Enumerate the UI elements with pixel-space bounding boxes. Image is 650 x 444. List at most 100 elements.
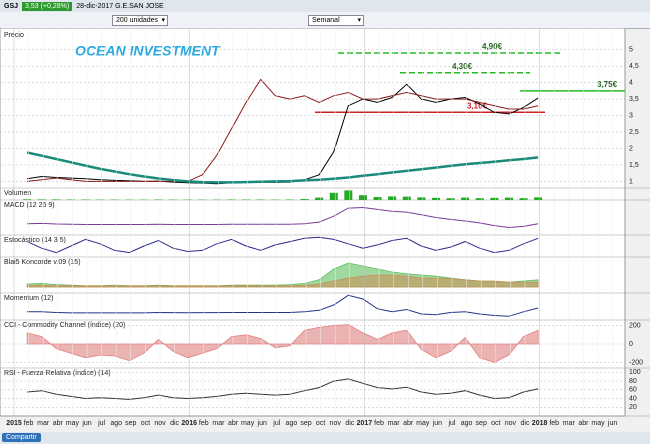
x-tick-label: may — [241, 420, 255, 427]
x-tick-label: dic — [521, 420, 530, 427]
series-line — [27, 294, 539, 317]
y-tick-label: 3 — [629, 112, 633, 119]
volume-bar — [23, 199, 32, 200]
y-tick-label: 100 — [629, 369, 641, 376]
y-tick-label: 5 — [629, 47, 633, 54]
volume-bar — [373, 197, 382, 200]
x-tick-label: mar — [212, 420, 225, 427]
x-tick-label: jul — [447, 420, 455, 427]
x-tick-label: jun — [607, 420, 617, 427]
volume-bar — [475, 198, 484, 200]
plot-bg — [0, 28, 626, 417]
series-line — [27, 206, 539, 229]
x-tick-label: 2016 — [181, 420, 197, 427]
y-tick-label: 3,5 — [629, 96, 639, 103]
x-tick-label: oct — [491, 420, 500, 427]
x-tick-label: sep — [125, 420, 136, 427]
y-tick-label: 1,5 — [629, 162, 639, 169]
volume-bar — [446, 198, 455, 200]
x-tick-label: 2017 — [357, 420, 373, 427]
x-tick-label: jun — [257, 420, 267, 427]
level-label: 3,75€ — [597, 80, 618, 89]
x-tick-label: abr — [53, 420, 64, 427]
level-label: 4,30€ — [452, 62, 473, 71]
volume-bar — [490, 197, 499, 200]
x-tick-label: sep — [300, 420, 311, 427]
x-tick-label: ago — [286, 420, 298, 427]
x-tick-label: mar — [37, 420, 50, 427]
area — [26, 324, 539, 363]
x-tick-label: nov — [505, 420, 517, 427]
y-tick-label: 40 — [629, 395, 637, 402]
volume-bar — [519, 198, 528, 200]
x-tick-label: abr — [228, 420, 239, 427]
x-tick-label: abr — [403, 420, 414, 427]
x-tick-label: oct — [316, 420, 325, 427]
volume-bar — [315, 197, 324, 200]
volume-bar — [534, 197, 543, 200]
series-line — [26, 236, 539, 254]
y-tick-label: 2,5 — [629, 129, 639, 136]
footer: Compartir — [0, 432, 650, 444]
y-tick-label: 4,5 — [629, 63, 639, 70]
x-tick-label: dic — [345, 420, 354, 427]
volume-bar — [52, 199, 61, 200]
volume-bar — [417, 197, 426, 200]
x-tick-label: mar — [563, 420, 576, 427]
area — [26, 274, 539, 288]
x-tick-label: mar — [388, 420, 401, 427]
volume-bar — [388, 196, 397, 200]
share-button[interactable]: Compartir — [2, 433, 41, 442]
x-tick-label: sep — [476, 420, 487, 427]
level-label: 4,90€ — [482, 42, 503, 51]
x-tick-label: 2015 — [6, 420, 22, 427]
x-tick-label: may — [66, 420, 80, 427]
y-tick-label: 80 — [629, 378, 637, 385]
x-tick-label: feb — [199, 420, 209, 427]
period-select[interactable]: Semanal — [308, 14, 364, 26]
level-label: 3,10€ — [467, 101, 488, 110]
x-tick-label: 2018 — [532, 420, 548, 427]
volume-bar — [358, 195, 367, 200]
x-tick-label: jul — [272, 420, 280, 427]
watermark: OCEAN INVESTMENT — [75, 43, 221, 59]
x-tick-label: nov — [330, 420, 342, 427]
x-tick-label: may — [416, 420, 430, 427]
units-select[interactable]: 200 unidades — [112, 14, 168, 26]
x-tick-label: feb — [374, 420, 384, 427]
x-tick-label: jun — [81, 420, 91, 427]
panel-title: MACD (12 26 9) — [4, 202, 55, 209]
quote: 3,53 (+0,28%) — [22, 1, 73, 11]
volume-bar — [431, 197, 440, 200]
y-tick-label: 0 — [629, 341, 633, 348]
series-line — [27, 78, 539, 182]
x-tick-label: nov — [154, 420, 166, 427]
volume-bar — [300, 199, 309, 200]
y-tick-label: 60 — [629, 387, 637, 394]
y-tick-label: 2 — [629, 145, 633, 152]
symbol[interactable]: GSJ — [4, 2, 19, 10]
volume-bar — [344, 190, 353, 200]
x-tick-label: feb — [549, 420, 559, 427]
x-tick-label: jun — [432, 420, 442, 427]
volume-bar — [37, 199, 46, 200]
panel-title: Blai5 Koncorde v.09 (15) — [4, 259, 81, 266]
volume-bar — [329, 192, 338, 200]
panel-title: Estocástico (14 3 5) — [4, 237, 66, 244]
volume-bar — [461, 197, 470, 200]
series-line — [27, 378, 539, 400]
y-tick-label: 20 — [629, 404, 637, 411]
y-tick-label: 200 — [629, 322, 641, 329]
x-tick-label: jul — [97, 420, 105, 427]
x-tick-label: oct — [141, 420, 150, 427]
y-tick-label: -200 — [629, 359, 643, 366]
volume-bar — [504, 197, 513, 200]
y-tick-label: 4 — [629, 80, 633, 87]
x-tick-label: ago — [110, 420, 122, 427]
settings-bar: 200 unidades Semanal — [0, 12, 650, 29]
series-line — [26, 151, 539, 184]
x-tick-label: feb — [24, 420, 34, 427]
x-tick-label: abr — [578, 420, 589, 427]
volume-bar — [402, 196, 411, 200]
